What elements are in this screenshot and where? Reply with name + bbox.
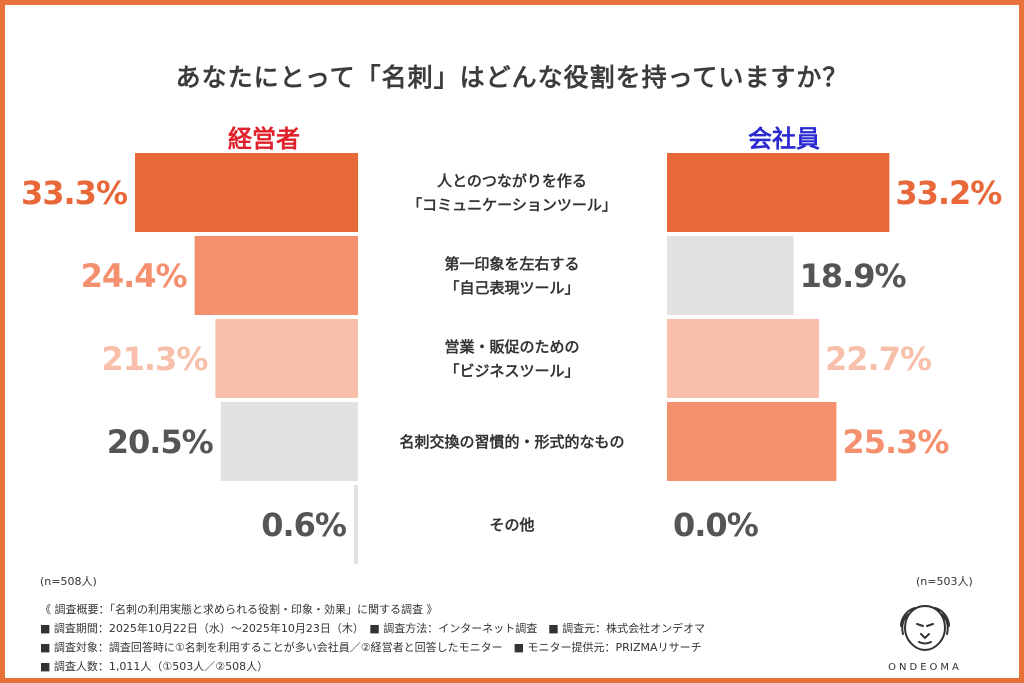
left-series-header: 経営者 bbox=[228, 125, 300, 153]
left-bar bbox=[135, 153, 358, 232]
survey-note-line: 《 調査概要：「名刺の利用実態と求められる役割・印象・効果」に関する調査 》 bbox=[40, 603, 438, 616]
left-bar bbox=[194, 236, 358, 315]
right-bar bbox=[667, 153, 890, 232]
category-label: 第一印象を左右する 「自己表現ツール」 bbox=[360, 252, 664, 300]
category-label-line: 「自己表現ツール」 bbox=[444, 278, 580, 297]
category-label-line: 「ビジネスツール」 bbox=[444, 361, 580, 380]
left-value-label: 21.3% bbox=[101, 339, 208, 378]
left-bar bbox=[220, 402, 358, 481]
left-sample-size: (n=508人) bbox=[40, 575, 97, 588]
lion-icon bbox=[900, 605, 950, 651]
right-value-label: 33.2% bbox=[895, 173, 1002, 212]
right-value-label: 25.3% bbox=[842, 422, 949, 461]
category-label-line: 営業・販促のための bbox=[444, 337, 580, 356]
logo-text: ONDEOMA bbox=[888, 662, 962, 673]
category-label-line: 名刺交換の習慣的・形式的なもの bbox=[399, 432, 625, 451]
category-label: その他 bbox=[360, 513, 664, 537]
right-sample-size: (n=503人) bbox=[916, 575, 973, 588]
right-series-header: 会社員 bbox=[748, 125, 820, 153]
survey-note-line: ■ 調査対象：調査回答時に①名刺を利用することが多い会社員／②経営者と回答したモ… bbox=[40, 641, 702, 654]
left-value-label: 24.4% bbox=[80, 256, 188, 295]
left-value-label: 33.3% bbox=[20, 173, 128, 212]
category-label-line: 人とのつながりを作る bbox=[437, 171, 587, 190]
company-logo: ONDEOMA bbox=[870, 600, 980, 678]
category-label: 人とのつながりを作る「コミュニケーションツール」 bbox=[360, 169, 664, 217]
category-label-line: その他 bbox=[489, 515, 535, 534]
survey-note-line: ■ 調査人数：1,011人（①503人／②508人） bbox=[40, 660, 269, 673]
right-value-label: 18.9% bbox=[799, 256, 907, 295]
category-label-line: 第一印象を左右する bbox=[444, 254, 580, 273]
category-label-line: 「コミュニケーションツール」 bbox=[407, 195, 617, 214]
chart-title: あなたにとって「名刺」はどんな役割を持っていますか？ bbox=[175, 63, 849, 92]
left-value-label: 20.5% bbox=[106, 422, 214, 461]
survey-notes: 《 調査概要：「名刺の利用実態と求められる役割・印象・効果」に関する調査 》 ■… bbox=[40, 600, 705, 676]
right-value-label: 22.7% bbox=[825, 339, 932, 378]
category-label: 営業・販促のための 「ビジネスツール」 bbox=[360, 335, 664, 383]
left-bar bbox=[215, 319, 358, 398]
right-bar bbox=[667, 319, 820, 398]
left-bar bbox=[353, 485, 358, 564]
survey-note-line: ■ 調査期間：2025年10月22日（水）～2025年10月23日（木） ■ 調… bbox=[40, 622, 706, 635]
right-bar bbox=[667, 236, 794, 315]
right-bar bbox=[667, 402, 837, 481]
left-value-label: 0.6% bbox=[261, 505, 347, 544]
category-label: 名刺交換の習慣的・形式的なもの bbox=[360, 430, 664, 454]
right-value-label: 0.0% bbox=[673, 505, 759, 544]
